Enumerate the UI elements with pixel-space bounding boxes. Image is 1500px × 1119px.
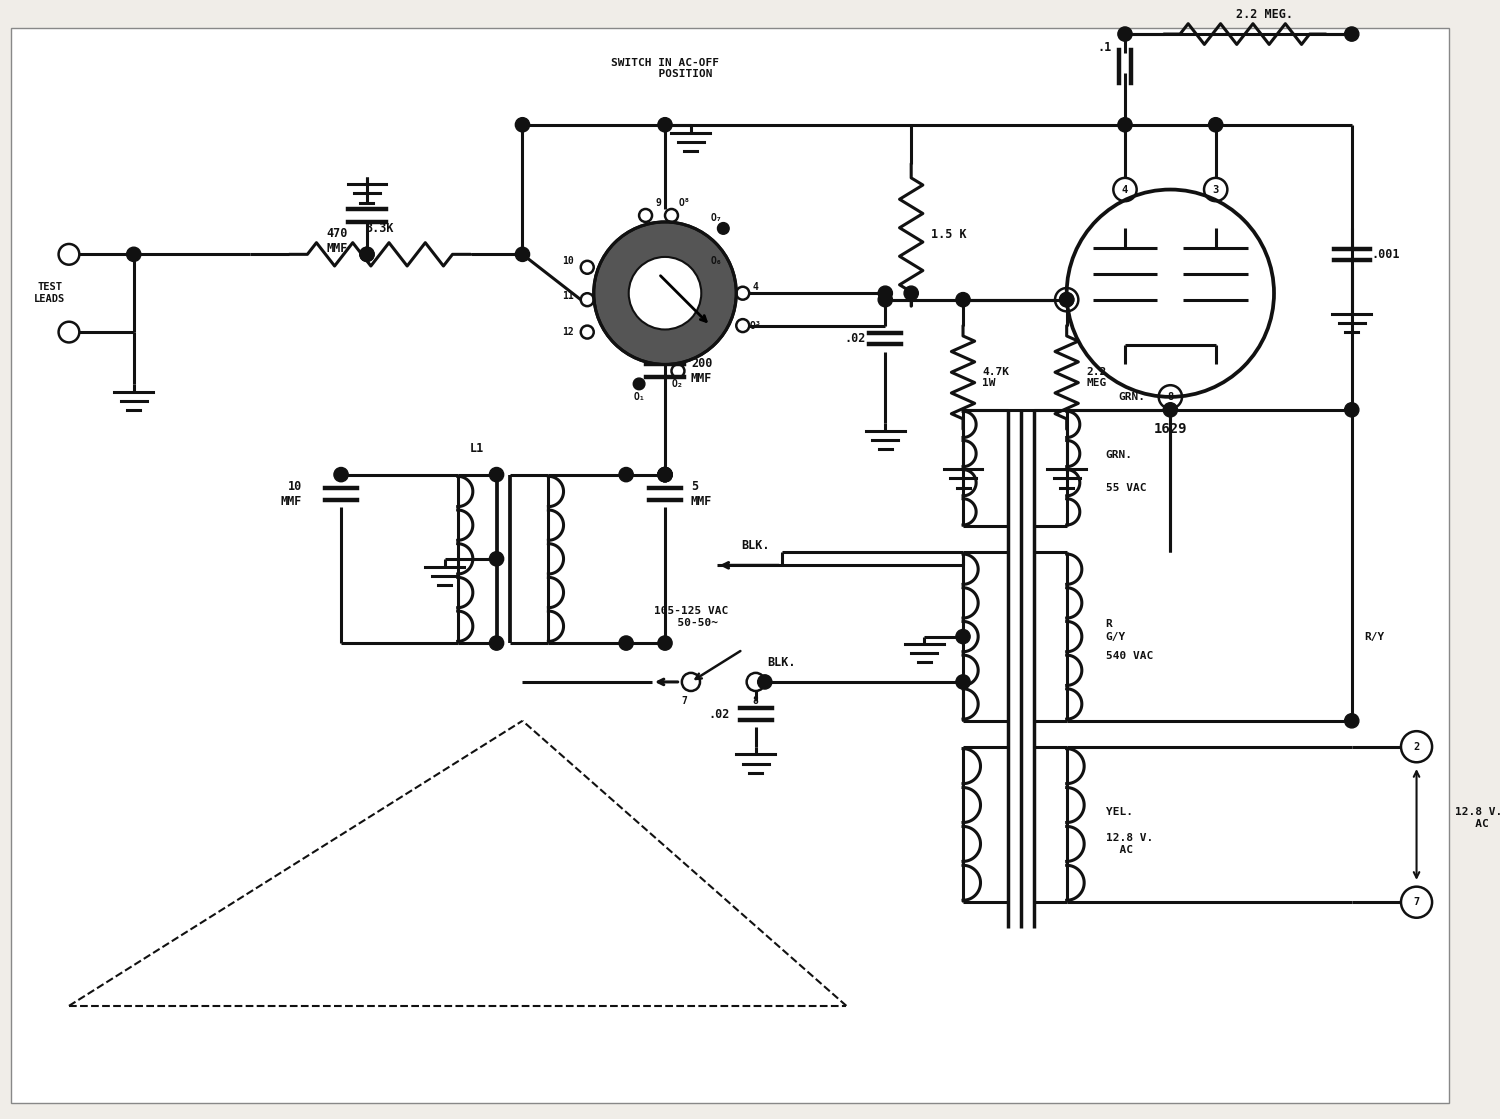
Circle shape: [1209, 117, 1222, 132]
Text: 1.5 K: 1.5 K: [930, 228, 966, 242]
Text: O³: O³: [750, 321, 762, 330]
Text: 3.3K: 3.3K: [366, 222, 394, 235]
Circle shape: [489, 468, 504, 482]
Circle shape: [717, 223, 729, 234]
Circle shape: [1344, 403, 1359, 417]
Circle shape: [620, 468, 633, 482]
Text: .02: .02: [708, 708, 730, 721]
Circle shape: [1162, 403, 1178, 417]
Text: G/Y: G/Y: [1106, 631, 1126, 641]
Text: GRN.: GRN.: [1106, 450, 1132, 460]
Text: R/Y: R/Y: [1365, 631, 1384, 641]
Text: O₆: O₆: [711, 256, 723, 266]
Text: 55 VAC: 55 VAC: [1106, 482, 1146, 492]
Circle shape: [658, 117, 672, 132]
Text: 4.7K
1W: 4.7K 1W: [982, 367, 1010, 388]
Text: 540 VAC: 540 VAC: [1106, 651, 1154, 661]
Text: 4: 4: [753, 282, 759, 292]
Text: .1: .1: [1098, 40, 1112, 54]
Text: YEL.: YEL.: [1106, 807, 1132, 817]
Text: 12: 12: [562, 327, 573, 337]
Text: 3: 3: [1212, 185, 1219, 195]
Text: 12.8 V.
  AC: 12.8 V. AC: [1106, 834, 1154, 855]
Text: 7: 7: [681, 696, 687, 706]
Text: L1: L1: [470, 442, 484, 455]
Circle shape: [956, 675, 970, 689]
Text: 10
MMF: 10 MMF: [280, 480, 302, 508]
Text: BLK.: BLK.: [768, 656, 796, 669]
Text: O⁸: O⁸: [678, 197, 690, 207]
Circle shape: [360, 247, 374, 262]
Text: 2.2
MEG: 2.2 MEG: [1086, 367, 1107, 388]
Circle shape: [904, 286, 918, 300]
Text: SWITCH IN AC-OFF
      POSITION: SWITCH IN AC-OFF POSITION: [610, 58, 718, 79]
Circle shape: [878, 286, 892, 300]
Circle shape: [628, 257, 702, 329]
Text: O₇: O₇: [711, 213, 723, 223]
Text: 105-125 VAC
  50-50~: 105-125 VAC 50-50~: [654, 606, 728, 628]
Text: GRN.: GRN.: [1119, 392, 1146, 402]
Circle shape: [956, 292, 970, 307]
Circle shape: [1059, 292, 1074, 307]
Text: BLK.: BLK.: [741, 539, 770, 553]
Circle shape: [658, 468, 672, 482]
Circle shape: [1344, 27, 1359, 41]
Circle shape: [658, 468, 672, 482]
Circle shape: [1118, 117, 1132, 132]
Text: 5: 5: [1064, 294, 1070, 304]
Circle shape: [658, 468, 672, 482]
Text: TEST
LEADS: TEST LEADS: [34, 282, 64, 304]
Circle shape: [1344, 714, 1359, 728]
Text: .02: .02: [844, 332, 865, 345]
FancyBboxPatch shape: [10, 28, 1449, 1103]
Text: .001: .001: [1371, 247, 1400, 261]
Text: 2: 2: [1413, 742, 1419, 752]
Text: O₁: O₁: [633, 392, 645, 402]
Circle shape: [489, 552, 504, 566]
Text: 470
MMF: 470 MMF: [326, 227, 348, 255]
Text: 2.2 MEG.: 2.2 MEG.: [1236, 8, 1293, 21]
Text: 7: 7: [1413, 897, 1419, 908]
Circle shape: [489, 636, 504, 650]
Text: 8: 8: [1167, 392, 1173, 402]
Circle shape: [633, 378, 645, 389]
Circle shape: [878, 292, 892, 307]
Text: 1629: 1629: [1154, 422, 1186, 436]
Circle shape: [334, 468, 348, 482]
Text: 8: 8: [753, 696, 759, 706]
Text: 4: 4: [1122, 185, 1128, 195]
Text: 12.8 V.
   AC: 12.8 V. AC: [1455, 807, 1500, 829]
Circle shape: [620, 636, 633, 650]
Circle shape: [956, 630, 970, 643]
Circle shape: [758, 675, 772, 689]
Text: 9: 9: [656, 197, 662, 207]
Circle shape: [658, 468, 672, 482]
Circle shape: [658, 636, 672, 650]
Circle shape: [516, 247, 530, 262]
Text: R: R: [1106, 619, 1113, 629]
Circle shape: [516, 117, 530, 132]
Text: O₂: O₂: [672, 379, 684, 389]
Circle shape: [360, 247, 374, 262]
Text: 11: 11: [562, 291, 573, 301]
Circle shape: [594, 222, 736, 365]
Circle shape: [1118, 27, 1132, 41]
Text: 5
MMF: 5 MMF: [692, 480, 712, 508]
Text: 200
MMF: 200 MMF: [692, 357, 712, 385]
Text: 10: 10: [562, 256, 573, 266]
Circle shape: [1059, 292, 1074, 307]
Circle shape: [126, 247, 141, 262]
